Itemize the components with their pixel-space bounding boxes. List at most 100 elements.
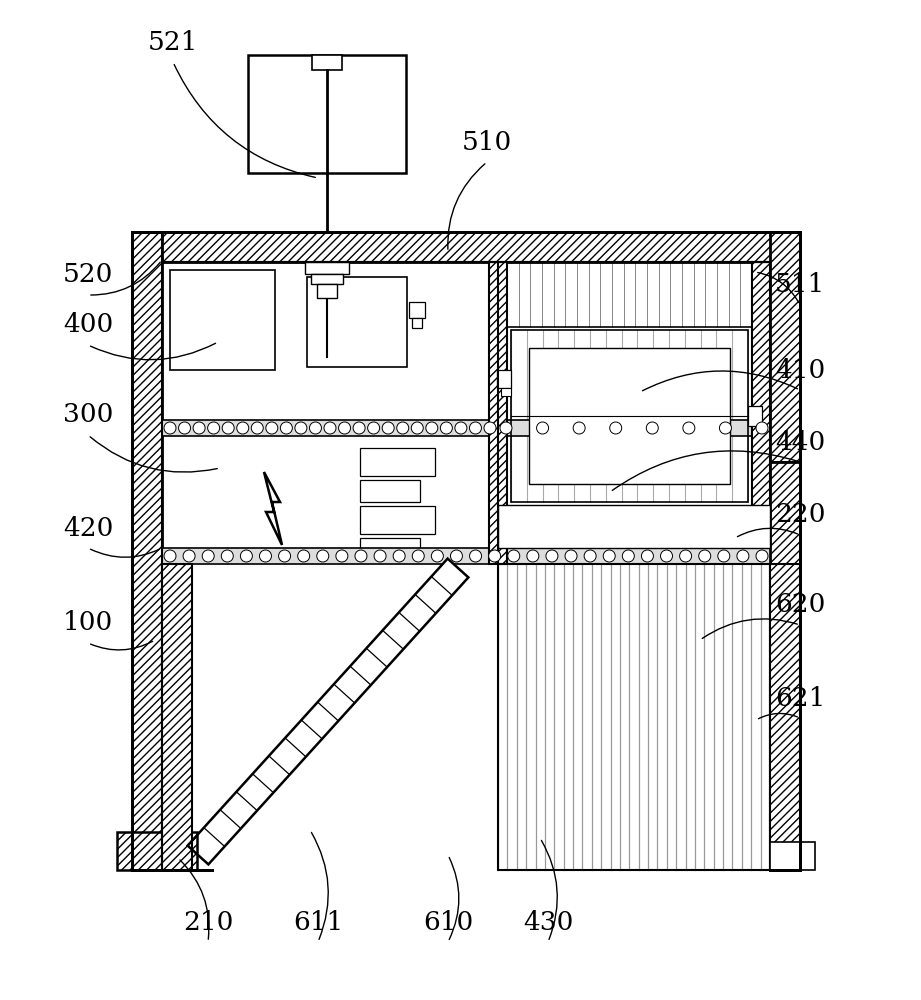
- Bar: [497, 370, 511, 388]
- Bar: [498, 564, 770, 870]
- Circle shape: [537, 422, 549, 434]
- Circle shape: [641, 550, 653, 562]
- Text: 430: 430: [523, 910, 573, 934]
- Bar: [409, 302, 425, 318]
- Bar: [511, 330, 748, 502]
- Circle shape: [426, 422, 437, 434]
- Circle shape: [699, 550, 711, 562]
- Bar: [132, 232, 800, 870]
- Circle shape: [573, 422, 585, 434]
- Bar: [162, 548, 770, 564]
- Bar: [132, 232, 162, 870]
- Circle shape: [297, 550, 309, 562]
- Polygon shape: [188, 559, 469, 864]
- Text: 220: 220: [775, 502, 825, 528]
- Text: 440: 440: [775, 430, 825, 454]
- Bar: [498, 420, 770, 436]
- Circle shape: [367, 422, 379, 434]
- Circle shape: [431, 550, 443, 562]
- Bar: [132, 232, 800, 262]
- Circle shape: [546, 550, 558, 562]
- Bar: [489, 262, 507, 564]
- Circle shape: [717, 550, 729, 562]
- Text: 510: 510: [461, 129, 512, 154]
- Circle shape: [222, 422, 234, 434]
- Circle shape: [164, 550, 176, 562]
- Circle shape: [647, 422, 659, 434]
- Bar: [770, 232, 800, 462]
- Circle shape: [260, 550, 272, 562]
- Bar: [162, 420, 498, 436]
- Bar: [312, 55, 342, 70]
- Circle shape: [610, 422, 622, 434]
- Circle shape: [470, 422, 482, 434]
- Circle shape: [413, 550, 425, 562]
- Text: 621: 621: [775, 686, 825, 710]
- Text: 511: 511: [775, 272, 825, 298]
- Circle shape: [470, 550, 482, 562]
- Text: 410: 410: [775, 358, 825, 382]
- Circle shape: [374, 550, 386, 562]
- Circle shape: [450, 550, 462, 562]
- Bar: [529, 348, 730, 484]
- Circle shape: [193, 422, 205, 434]
- Circle shape: [527, 550, 539, 562]
- Circle shape: [484, 422, 496, 434]
- Text: 610: 610: [423, 910, 473, 934]
- Circle shape: [336, 550, 348, 562]
- Circle shape: [164, 422, 176, 434]
- Text: 420: 420: [63, 516, 113, 540]
- Bar: [162, 564, 192, 870]
- Circle shape: [251, 422, 263, 434]
- Circle shape: [682, 422, 694, 434]
- Bar: [360, 480, 420, 502]
- Bar: [770, 842, 815, 870]
- Circle shape: [221, 550, 233, 562]
- Circle shape: [203, 550, 215, 562]
- Bar: [360, 506, 435, 534]
- Circle shape: [207, 422, 219, 434]
- Bar: [507, 262, 752, 327]
- Circle shape: [324, 422, 336, 434]
- Bar: [307, 277, 407, 367]
- Circle shape: [756, 550, 768, 562]
- Circle shape: [179, 422, 191, 434]
- Text: 521: 521: [147, 29, 198, 54]
- Circle shape: [660, 550, 672, 562]
- Circle shape: [489, 550, 501, 562]
- Circle shape: [412, 422, 424, 434]
- Circle shape: [183, 550, 195, 562]
- Bar: [311, 274, 343, 284]
- Circle shape: [295, 422, 307, 434]
- Circle shape: [393, 550, 405, 562]
- Circle shape: [719, 422, 731, 434]
- Bar: [360, 538, 420, 560]
- Circle shape: [278, 550, 291, 562]
- Bar: [752, 262, 770, 507]
- Text: 520: 520: [63, 262, 113, 288]
- Circle shape: [680, 550, 692, 562]
- Circle shape: [280, 422, 292, 434]
- Bar: [248, 55, 406, 173]
- Bar: [170, 270, 275, 370]
- Bar: [498, 505, 770, 548]
- Bar: [317, 284, 337, 298]
- Circle shape: [339, 422, 351, 434]
- Circle shape: [240, 550, 252, 562]
- Text: 210: 210: [182, 910, 233, 934]
- Circle shape: [309, 422, 321, 434]
- Circle shape: [317, 550, 329, 562]
- Circle shape: [266, 422, 278, 434]
- Bar: [412, 318, 422, 328]
- Text: 300: 300: [63, 402, 113, 428]
- Text: 611: 611: [293, 910, 344, 934]
- Bar: [748, 406, 762, 426]
- Circle shape: [353, 422, 365, 434]
- Bar: [305, 262, 349, 274]
- Circle shape: [507, 550, 519, 562]
- Circle shape: [603, 550, 615, 562]
- Text: 400: 400: [63, 312, 113, 338]
- Circle shape: [756, 422, 768, 434]
- Bar: [770, 462, 800, 870]
- Bar: [117, 832, 197, 870]
